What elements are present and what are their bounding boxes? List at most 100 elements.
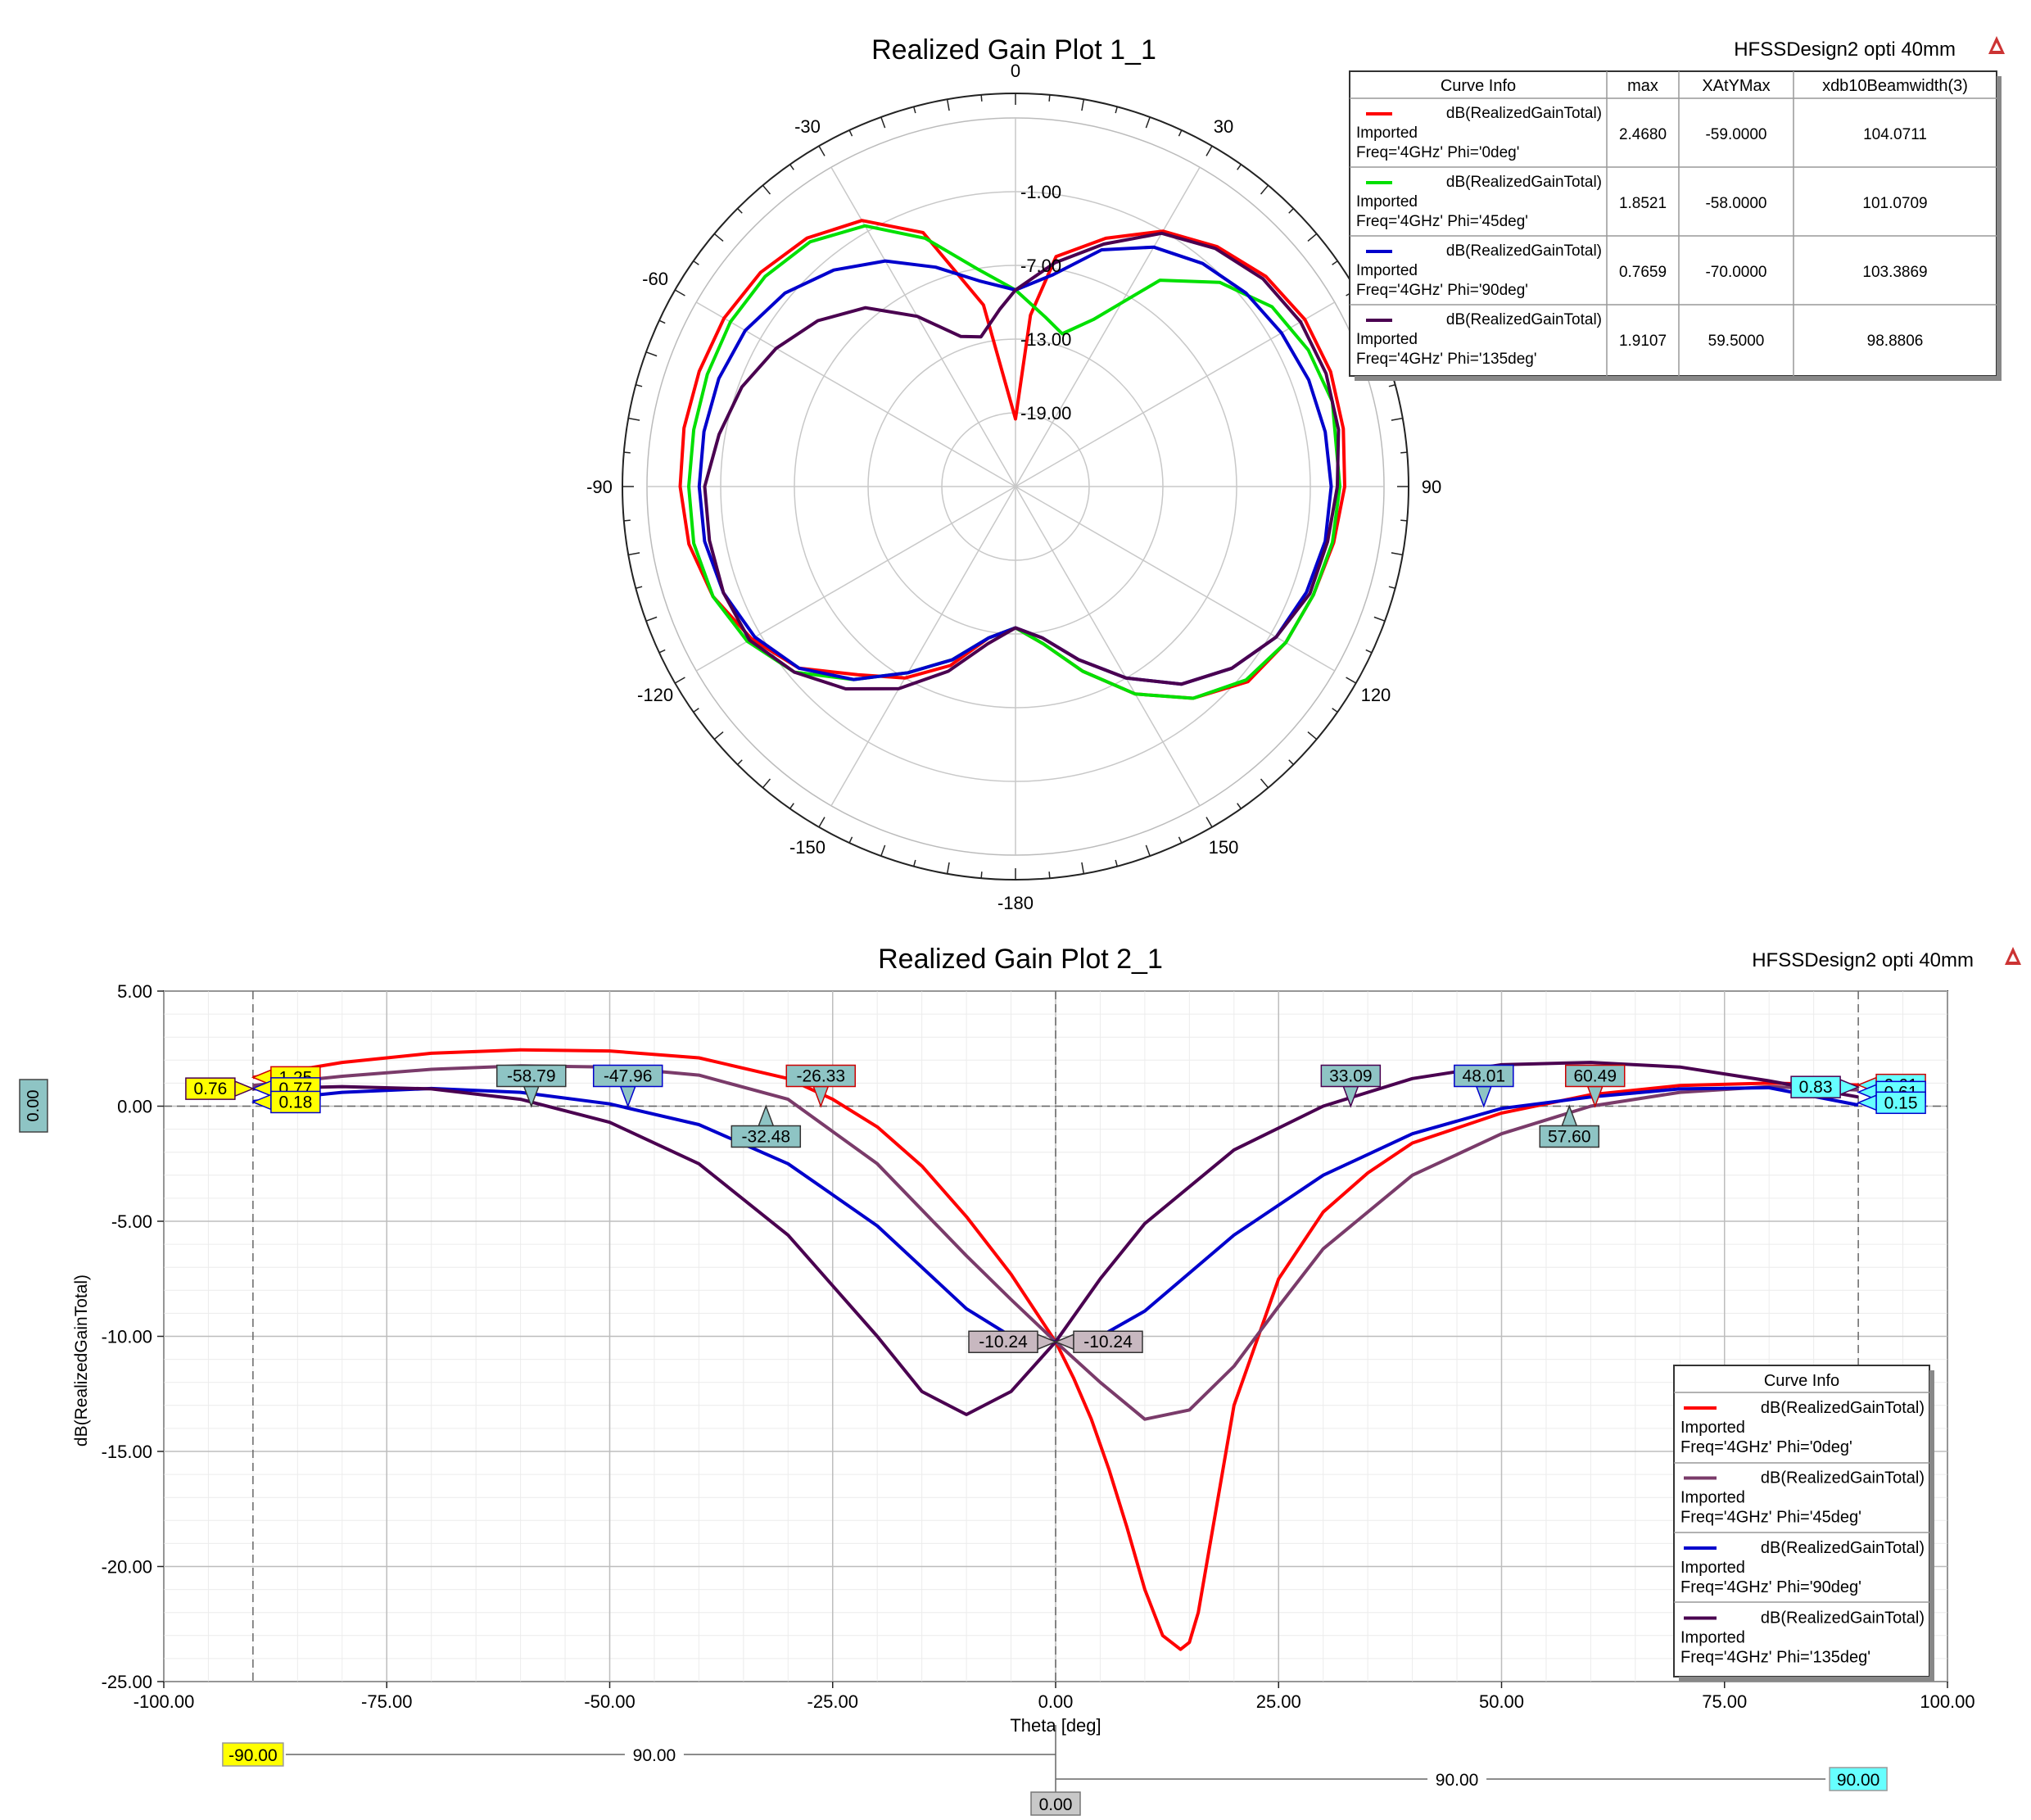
polar-legend-max: 0.7659 <box>1619 264 1667 281</box>
polar-tick <box>789 803 794 809</box>
polar-angle-label: -90 <box>586 477 613 497</box>
polar-legend-line3: Freq='4GHz' Phi='45deg' <box>1356 213 1528 230</box>
polar-spoke <box>830 486 1016 807</box>
data-marker-label: 33.09 <box>1329 1067 1373 1086</box>
x-marker-right-label: 90.00 <box>1837 1771 1880 1790</box>
rect-legend-line1: dB(RealizedGainTotal) <box>1761 1609 1925 1628</box>
polar-tick <box>1205 817 1213 828</box>
polar-angle-label: 30 <box>1214 116 1233 137</box>
polar-legend-max: 1.9107 <box>1619 333 1667 350</box>
data-marker: -26.33 <box>785 1064 857 1108</box>
data-marker: 0.15 <box>1857 1091 1926 1115</box>
polar-tick <box>623 519 631 522</box>
polar-tick <box>880 844 886 857</box>
x-marker-center-label: 0.00 <box>1039 1795 1073 1814</box>
data-marker-box <box>270 1090 321 1114</box>
rect-x-tick-label: -100.00 <box>133 1691 195 1712</box>
x-marker-right-box <box>1829 1767 1888 1791</box>
polar-legend-xatymax: -70.0000 <box>1705 264 1766 281</box>
rect-y-tick-label: -5.00 <box>111 1211 152 1232</box>
data-marker-label: 0.83 <box>1799 1078 1833 1097</box>
data-marker-label: 57.60 <box>1548 1128 1591 1147</box>
polar-radial-label: -7.00 <box>1020 256 1061 276</box>
polar-tick <box>1115 859 1118 867</box>
rect-x-tick-label: 0.00 <box>1038 1691 1074 1712</box>
polar-legend-bw: 101.0709 <box>1862 195 1927 212</box>
data-marker-label: -32.48 <box>742 1128 791 1147</box>
polar-tick <box>1346 677 1357 684</box>
x-marker-left: -90.00 <box>222 1742 284 1767</box>
polar-angle-label: 0 <box>1011 61 1020 81</box>
polar-tick <box>1391 552 1403 556</box>
polar-tick <box>645 616 658 622</box>
rect-legend-line3: Freq='4GHz' Phi='45deg' <box>1680 1509 1861 1527</box>
rect-legend-header: Curve Info <box>1764 1372 1839 1390</box>
data-marker: 0.76 <box>185 1077 255 1100</box>
x-marker-right: 90.00 <box>1829 1767 1888 1791</box>
polar-logo-icon <box>1988 36 2005 54</box>
polar-tick <box>1081 862 1085 874</box>
rect-y-tick-label: -20.00 <box>102 1557 152 1578</box>
rect-legend-line3: Freq='4GHz' Phi='135deg' <box>1680 1649 1870 1667</box>
polar-legend-xatymax: 59.5000 <box>1708 333 1765 350</box>
polar-tick <box>658 319 666 324</box>
polar-legend-max: 2.4680 <box>1619 126 1667 143</box>
data-marker-box <box>592 1064 663 1088</box>
polar-legend-line2: Imported <box>1356 262 1418 279</box>
data-marker-box <box>1564 1064 1626 1088</box>
x-marker-span-bg <box>1427 1768 1487 1791</box>
data-marker-label: 60.49 <box>1573 1067 1617 1086</box>
polar-legend-line2: Imported <box>1356 125 1418 142</box>
polar-title: Realized Gain Plot 1_1 <box>871 34 1156 66</box>
polar-legend-header-xatymax: XAtYMax <box>1702 77 1770 95</box>
data-marker-label: -10.24 <box>1083 1333 1133 1351</box>
polar-tick <box>1115 106 1118 114</box>
polar-legend-bw: 104.0711 <box>1863 126 1927 143</box>
polar-tick <box>1260 184 1269 195</box>
polar-tick <box>1391 417 1403 421</box>
polar-tick <box>946 862 950 874</box>
rect-y-tick-label: -25.00 <box>102 1672 152 1692</box>
polar-legend-line3: Freq='4GHz' Phi='135deg' <box>1356 351 1536 368</box>
polar-tick <box>674 677 685 684</box>
rect-y-tick-label: 0.00 <box>117 1097 152 1117</box>
polar-tick <box>658 649 666 654</box>
polar-spoke <box>1015 166 1201 487</box>
polar-legend-header-max: max <box>1627 77 1658 95</box>
polar-angle-label: -180 <box>997 893 1034 913</box>
rect-design-label: HFSSDesign2 opti 40mm <box>1752 949 1974 971</box>
polar-tick <box>1388 586 1395 589</box>
polar-tick <box>693 708 699 713</box>
polar-radial-label: -19.00 <box>1020 403 1071 423</box>
polar-tick <box>1288 759 1294 765</box>
polar-tick <box>1332 260 1338 265</box>
polar-tick <box>1307 233 1318 242</box>
data-marker: -32.48 <box>731 1104 802 1148</box>
polar-angle-label: 150 <box>1209 837 1239 858</box>
polar-legend-line2: Imported <box>1356 193 1418 211</box>
polar-tick <box>762 184 771 195</box>
rect-x-tick-label: -25.00 <box>807 1691 858 1712</box>
data-marker-label: -10.24 <box>979 1333 1028 1351</box>
polar-tick <box>713 731 724 740</box>
data-marker-label: -58.79 <box>507 1067 556 1086</box>
polar-tick <box>628 417 640 421</box>
polar-tick <box>713 233 724 242</box>
polar-legend-header-curve: Curve Info <box>1441 77 1516 95</box>
rect-y-axis-label: dB(RealizedGainTotal) <box>72 1274 91 1446</box>
polar-angle-label: 120 <box>1361 685 1391 705</box>
polar-angle-label: -120 <box>637 685 673 705</box>
polar-legend-line1: dB(RealizedGainTotal) <box>1446 242 1602 260</box>
zero-y-marker: 0.00 <box>19 1079 48 1133</box>
polar-tick <box>1237 164 1242 170</box>
polar-legend-line3: Freq='4GHz' Phi='0deg' <box>1356 144 1519 161</box>
polar-tick <box>628 552 640 556</box>
polar-chart: Realized Gain Plot 1_1 HFSSDesign2 opti … <box>586 34 2005 913</box>
rect-x-tick-label: -75.00 <box>361 1691 412 1712</box>
polar-legend-max: 1.8521 <box>1619 195 1667 212</box>
polar-legend-xatymax: -58.0000 <box>1705 195 1766 212</box>
x-marker-left-span: 90.00 <box>624 1743 684 1766</box>
polar-tick <box>1388 384 1395 387</box>
x-marker-center-box <box>1030 1791 1081 1816</box>
